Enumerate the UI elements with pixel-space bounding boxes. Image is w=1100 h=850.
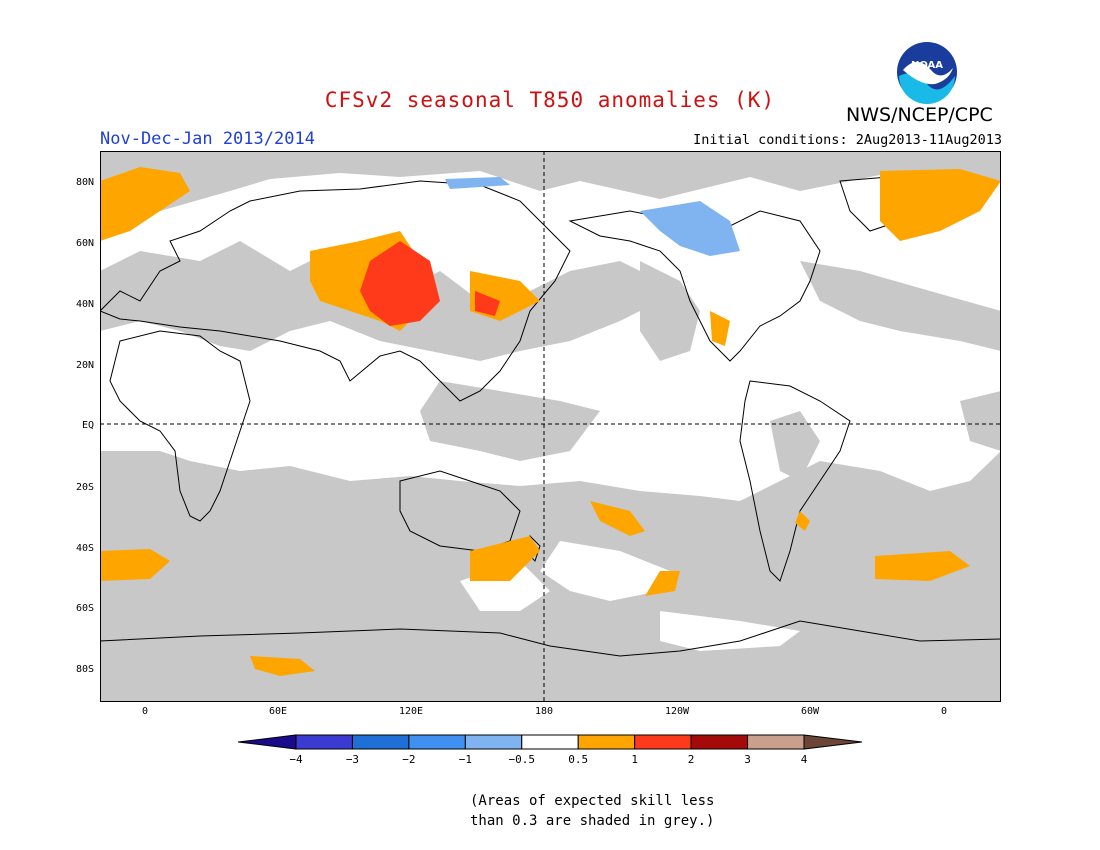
skill-note-line: (Areas of expected skill less [470, 793, 715, 809]
legend-label: 4 [801, 753, 808, 766]
legend-swatch [747, 734, 805, 750]
lat-tick-label: 60S [76, 603, 94, 614]
agency-label: NWS/NCEP/CPC [846, 104, 993, 126]
legend-label: −1 [459, 753, 472, 766]
lon-tick-label: 0 [142, 706, 148, 717]
legend-swatch [634, 734, 692, 750]
lon-tick-label: 180 [535, 706, 553, 717]
warm-anomaly-1-to-2 [360, 241, 500, 326]
legend-label: −4 [289, 753, 303, 766]
lat-tick-label: EQ [82, 420, 94, 431]
legend-swatch [690, 734, 749, 750]
noaa-logo: NOAA [897, 42, 957, 104]
legend-label: 3 [744, 753, 751, 766]
lon-tick-label: 120E [399, 706, 423, 717]
map-title: CFSv2 seasonal T850 anomalies (K) [324, 88, 776, 112]
lon-tick-label: 60E [269, 706, 287, 717]
legend-label: −0.5 [509, 753, 536, 766]
legend-swatches [238, 734, 862, 750]
lat-tick-label: 80S [76, 664, 94, 675]
skill-note-line: than 0.3 are shaded in grey.) [470, 813, 715, 829]
legend-label: 2 [688, 753, 695, 766]
forecast-period: Nov-Dec-Jan 2013/2014 [100, 129, 315, 149]
lon-tick-label: 60W [801, 706, 820, 717]
lat-tick-label: 40N [76, 299, 94, 310]
legend-label: 0.5 [568, 753, 588, 766]
lon-tick-label: 0 [941, 706, 947, 717]
map-frame [100, 151, 1001, 702]
color-legend: −4 −3 −2 −1 −0.5 0.5 1 2 3 4 [238, 734, 862, 766]
initial-conditions: Initial conditions: 2Aug2013-11Aug2013 [693, 132, 1002, 148]
svg-text:NOAA: NOAA [911, 60, 943, 71]
legend-swatch [577, 734, 636, 750]
legend-swatch [351, 734, 410, 750]
lat-tick-label: 80N [76, 177, 94, 188]
legend-swatch [464, 734, 523, 750]
anomaly-map [100, 151, 1001, 702]
skill-note: (Areas of expected skill less than 0.3 a… [470, 791, 730, 831]
lat-tick-label: 60N [76, 238, 94, 249]
lat-tick-label: 20S [76, 482, 94, 493]
legend-swatch [238, 734, 297, 750]
lon-tick-label: 120W [665, 706, 690, 717]
lat-tick-label: 20N [76, 360, 94, 371]
legend-swatch [521, 734, 579, 750]
legend-swatch [295, 734, 353, 750]
legend-label: 1 [631, 753, 638, 766]
legend-label: −2 [402, 753, 415, 766]
lat-tick-label: 40S [76, 543, 94, 554]
cool-anomaly-neg1-to-neg0_5 [445, 177, 740, 256]
legend-swatch [803, 734, 862, 750]
legend-swatch [408, 734, 466, 750]
legend-label: −3 [346, 753, 359, 766]
